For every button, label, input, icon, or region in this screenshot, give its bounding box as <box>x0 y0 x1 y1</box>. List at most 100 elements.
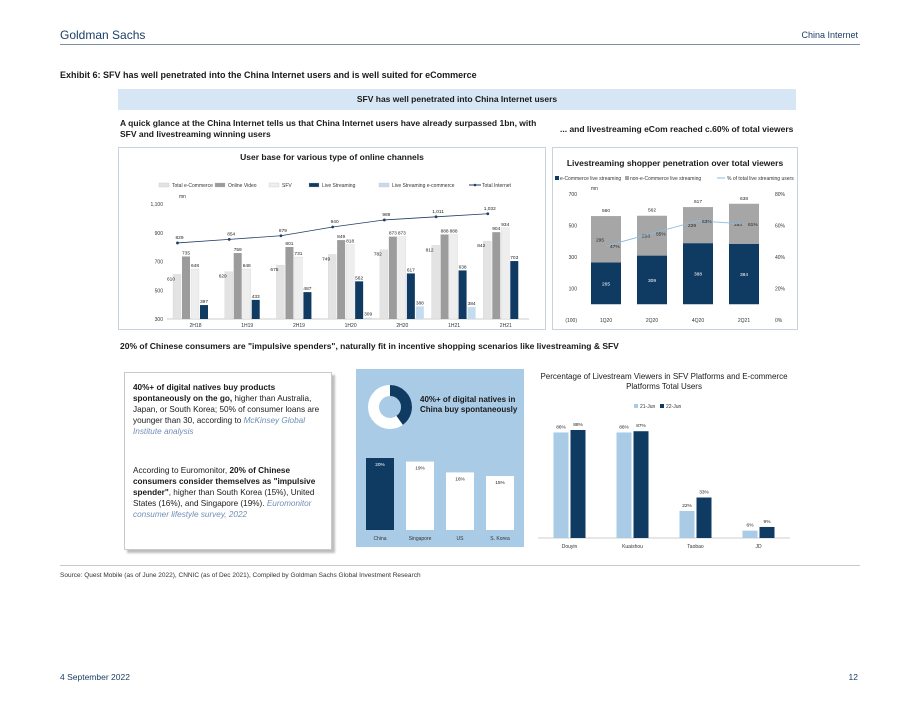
data-label: 487 <box>303 286 311 292</box>
data-label: 703 <box>510 255 518 261</box>
data-label: 731 <box>294 251 302 257</box>
line-label: 1,011 <box>432 209 444 215</box>
data-label: 309 <box>364 312 372 318</box>
bar <box>276 264 285 320</box>
euromonitor-link[interactable]: Euromonitor consumer lifestyle survey, 2… <box>133 499 312 519</box>
ecom-label: 265 <box>602 281 610 287</box>
data-label: 873 <box>398 231 406 237</box>
bar <box>553 432 569 538</box>
x-tick-label: JD <box>755 544 762 550</box>
value-label: 20% <box>375 462 385 468</box>
impulsive-bar-chart: 20% China 19% Singapore 16% US 15% S. Korea <box>366 458 514 542</box>
line-label: 829 <box>175 235 183 241</box>
data-label: 818 <box>346 239 354 245</box>
legend-label: Live Streaming e-commerce <box>392 183 455 189</box>
donut-share <box>368 385 412 429</box>
shopper-penetration-chart: e-Commerce live streaming non-e-Commerce … <box>555 176 794 324</box>
line-point <box>227 237 231 241</box>
value-label: 87% <box>636 423 646 429</box>
bar <box>294 256 303 320</box>
bar <box>679 511 695 538</box>
bar-ecom <box>591 262 621 305</box>
total-label: 638 <box>740 196 748 202</box>
bar <box>355 281 364 319</box>
legend-label: 21-Jun <box>640 404 656 410</box>
bar <box>364 317 373 319</box>
value-label: 88% <box>573 422 583 428</box>
data-label: 842 <box>477 243 485 249</box>
y-tick-label: (100) <box>565 318 577 324</box>
line-point <box>486 212 490 216</box>
bar <box>696 497 712 538</box>
bar <box>406 273 415 319</box>
bar <box>388 236 397 319</box>
bar <box>501 227 510 320</box>
pct-label: 61% <box>748 222 758 228</box>
textbox-p2-text: , higher than South Korea (15%), United … <box>133 488 315 508</box>
value-label: 33% <box>699 490 709 496</box>
data-label: 617 <box>407 267 415 273</box>
ecom-label: 384 <box>740 272 748 278</box>
line-label: 940 <box>331 219 339 225</box>
data-label: 384 <box>468 301 476 307</box>
legend-swatch <box>268 182 280 188</box>
textbox-paragraph-1: 40%+ of digital natives buy products spo… <box>133 382 323 437</box>
legend-swatch <box>308 182 320 188</box>
bar-non-ecom <box>683 207 713 244</box>
data-label: 397 <box>200 299 208 305</box>
bar <box>742 530 758 538</box>
line-label: 879 <box>279 228 287 234</box>
legend-label: % of total live streaming users <box>727 176 794 182</box>
data-label: 629 <box>219 274 227 280</box>
mckinsey-link[interactable]: McKinsey Global Institute analysis <box>133 416 306 436</box>
ecom-label: 309 <box>648 278 656 284</box>
legend-swatch <box>378 182 390 188</box>
x-tick-label: Douyin <box>562 544 578 550</box>
bar <box>345 244 355 320</box>
legend-marker <box>473 183 477 187</box>
banner: SFV has well penetrated into China Inter… <box>118 89 796 110</box>
pct-label: 55% <box>656 231 666 237</box>
legend-swatch <box>660 404 664 408</box>
value-label: 19% <box>415 466 425 472</box>
bar <box>415 306 424 319</box>
subhead-left: A quick glance at the China Internet tel… <box>120 118 537 139</box>
bar-ecom <box>637 255 667 305</box>
data-label: 610 <box>167 276 175 282</box>
legend-label: non-e-Commerce live streaming <box>630 176 701 182</box>
livestream-viewers-chart: 21-Jun 22-Jun 86% 88% Douyin 86% 87% Kuaishou 22… <box>538 404 790 550</box>
pct-label: 47% <box>610 244 620 250</box>
bar <box>337 240 346 319</box>
y2-tick-label: 40% <box>775 255 786 261</box>
textbox-p2-bold: 20% of Chinese consumers consider themse… <box>133 466 316 497</box>
data-label: 782 <box>374 252 382 258</box>
y-tick-label: 700 <box>569 192 578 198</box>
x-tick-label: S. Korea <box>490 536 510 542</box>
bar <box>510 261 519 319</box>
x-tick-label: 2H18 <box>190 323 202 328</box>
y2-tick-label: 0% <box>775 318 783 324</box>
user-base-chart: Total e-Commerce Online Video SFV Live Stre… <box>150 182 529 328</box>
data-label: 934 <box>501 222 509 228</box>
x-tick-label: Kuaishou <box>622 544 643 550</box>
value-label: 9% <box>764 519 772 525</box>
bar <box>285 246 294 319</box>
legend-label: Total e-Commerce <box>172 183 213 189</box>
y2-tick-label: 80% <box>775 192 786 198</box>
bar <box>406 461 434 530</box>
line-label: 854 <box>227 231 235 237</box>
bar <box>633 431 649 538</box>
textbox-p2-start: According to Euromonitor, <box>133 466 230 475</box>
bar <box>440 234 449 319</box>
bar <box>616 432 632 538</box>
legend-label: e-Commerce live streaming <box>560 176 621 182</box>
y-tick-label: 700 <box>155 260 164 266</box>
total-label: 562 <box>648 208 656 214</box>
bar <box>190 268 200 320</box>
data-label: 849 <box>337 234 345 240</box>
value-label: 15% <box>495 480 505 486</box>
bar <box>366 458 394 530</box>
x-tick-label: 1H21 <box>448 323 460 328</box>
bar <box>486 476 514 530</box>
x-tick-label: US <box>457 536 465 542</box>
